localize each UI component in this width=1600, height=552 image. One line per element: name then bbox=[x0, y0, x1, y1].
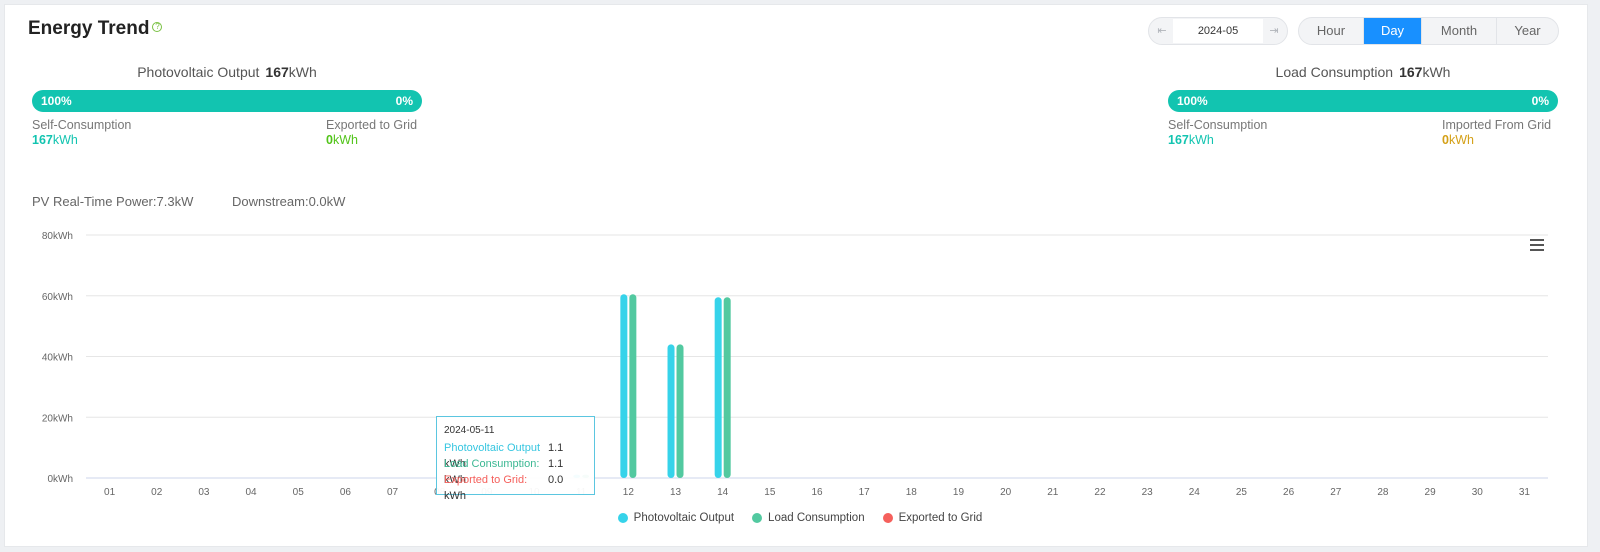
x-tick-label: 21 bbox=[1047, 487, 1059, 498]
period-day-button[interactable]: Day bbox=[1364, 18, 1422, 44]
pv-ratio-bar: 100% 0% bbox=[32, 90, 422, 112]
period-year-button[interactable]: Year bbox=[1514, 23, 1541, 38]
pv-export-label: Exported to Grid bbox=[326, 118, 418, 132]
x-tick-label: 07 bbox=[387, 487, 399, 498]
x-tick-label: 28 bbox=[1377, 487, 1389, 498]
pv-self-label: Self-Consumption bbox=[32, 118, 132, 132]
x-tick-label: 02 bbox=[151, 487, 163, 498]
tooltip-export-value: 0.0 kWh bbox=[444, 474, 564, 502]
x-tick-label: 05 bbox=[293, 487, 305, 498]
y-tick-label: 60kWh bbox=[42, 292, 73, 303]
load-import-label: Imported From Grid bbox=[1442, 118, 1552, 132]
x-tick-label: 31 bbox=[1519, 487, 1531, 498]
x-tick-label: 13 bbox=[670, 487, 682, 498]
x-tick-label: 23 bbox=[1142, 487, 1154, 498]
y-tick-label: 80kWh bbox=[42, 231, 73, 242]
period-month-button[interactable]: Month bbox=[1422, 18, 1497, 44]
pv-summary: Photovoltaic Output 167kWh 100% 0% Self-C… bbox=[32, 64, 422, 150]
x-tick-label: 16 bbox=[811, 487, 823, 498]
date-value[interactable]: 2024-05 bbox=[1173, 19, 1263, 43]
x-tick-label: 30 bbox=[1472, 487, 1484, 498]
legend-item-load[interactable]: Load Consumption bbox=[752, 512, 865, 524]
period-hour-button[interactable]: Hour bbox=[1299, 18, 1364, 44]
x-tick-label: 26 bbox=[1283, 487, 1295, 498]
x-tick-label: 19 bbox=[953, 487, 965, 498]
x-tick-label: 25 bbox=[1236, 487, 1248, 498]
x-tick-label: 15 bbox=[764, 487, 776, 498]
x-tick-label: 27 bbox=[1330, 487, 1342, 498]
load-import-percent: 0% bbox=[1531, 94, 1549, 108]
x-tick-label: 22 bbox=[1094, 487, 1106, 498]
pv-export-value: 0kWh bbox=[326, 133, 358, 147]
pv-realtime-power: PV Real-Time Power:7.3kW bbox=[32, 194, 194, 209]
pv-self-value: 167kWh bbox=[32, 133, 78, 147]
bar-photovoltaic-output-12 bbox=[620, 294, 628, 478]
x-tick-label: 24 bbox=[1189, 487, 1201, 498]
chart-menu-icon[interactable] bbox=[1530, 239, 1544, 251]
x-tick-label: 17 bbox=[859, 487, 871, 498]
date-picker[interactable]: ⇤ 2024-05 ⇥ bbox=[1148, 17, 1288, 45]
tooltip-pv-label: Photovoltaic Output bbox=[444, 442, 541, 454]
tooltip-export-label: Exported to Grid: bbox=[444, 474, 528, 486]
legend-item-export[interactable]: Exported to Grid bbox=[882, 512, 982, 524]
pv-export-percent: 0% bbox=[395, 94, 413, 108]
x-tick-label: 18 bbox=[906, 487, 918, 498]
x-tick-label: 14 bbox=[717, 487, 729, 498]
bar-load-consumption-14 bbox=[723, 297, 731, 478]
x-tick-label: 03 bbox=[198, 487, 210, 498]
load-summary: Load Consumption 167kWh 100% 0% Self-Cons… bbox=[1168, 64, 1558, 150]
period-selector: Hour Day Month Year bbox=[1298, 17, 1559, 45]
bar-photovoltaic-output-13 bbox=[667, 344, 675, 478]
page-title: Energy Trend? bbox=[28, 18, 163, 40]
last-page-icon[interactable]: ⇥ bbox=[1269, 25, 1279, 37]
load-summary-title: Load Consumption 167kWh bbox=[1275, 64, 1451, 80]
legend-item-pv[interactable]: Photovoltaic Output bbox=[617, 512, 734, 524]
y-tick-label: 40kWh bbox=[42, 353, 73, 364]
y-tick-label: 0kWh bbox=[47, 474, 73, 485]
bar-load-consumption-13 bbox=[676, 344, 684, 478]
x-tick-label: 01 bbox=[104, 487, 116, 498]
pv-self-percent: 100% bbox=[41, 94, 72, 108]
load-self-label: Self-Consumption bbox=[1168, 118, 1268, 132]
y-tick-label: 20kWh bbox=[42, 413, 73, 424]
first-page-icon[interactable]: ⇤ bbox=[1157, 25, 1167, 37]
tooltip-load-label: Load Consumption: bbox=[444, 458, 540, 470]
load-import-value: 0kWh bbox=[1442, 133, 1474, 147]
x-tick-label: 04 bbox=[246, 487, 258, 498]
bar-load-consumption-12 bbox=[629, 294, 637, 478]
load-self-value: 167kWh bbox=[1168, 133, 1214, 147]
x-tick-label: 29 bbox=[1425, 487, 1437, 498]
load-ratio-bar: 100% 0% bbox=[1168, 90, 1558, 112]
tooltip-date: 2024-05-11 bbox=[444, 425, 495, 436]
tooltip-load-value: 1.1 kWh bbox=[444, 458, 564, 486]
downstream-power: Downstream:0.0kW bbox=[232, 194, 346, 209]
bar-photovoltaic-output-14 bbox=[714, 297, 722, 478]
tooltip-pv-value: 1.1 kWh bbox=[444, 442, 564, 470]
chart-legend: Photovoltaic Output Load Consumption Exp… bbox=[0, 512, 1600, 524]
x-tick-label: 20 bbox=[1000, 487, 1012, 498]
chart-tooltip: 2024-05-11 Photovoltaic Output 1.1 kWh Lo… bbox=[436, 416, 595, 502]
x-tick-label: 06 bbox=[340, 487, 352, 498]
load-self-percent: 100% bbox=[1177, 94, 1208, 108]
x-tick-label: 12 bbox=[623, 487, 635, 498]
pv-summary-title: Photovoltaic Output 167kWh bbox=[137, 64, 317, 80]
